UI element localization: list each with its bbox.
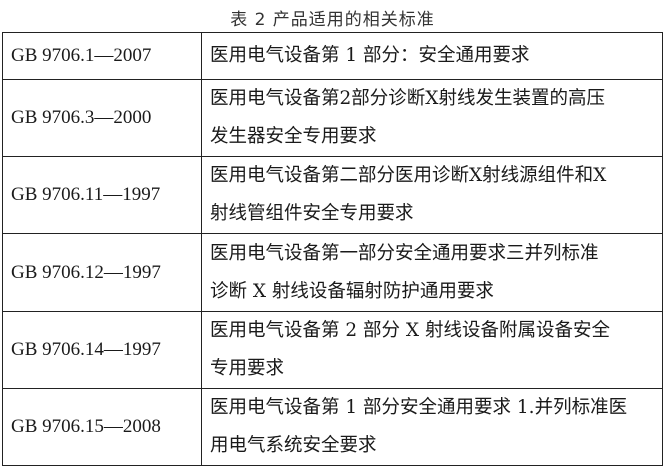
description-line: 医用电气设备第 1 部分安全通用要求 1.并列标准医	[210, 397, 628, 418]
description-line: 医用电气设备第 1 部分：安全通用要求	[210, 45, 530, 66]
description-line: 医用电气设备第一部分安全通用要求三并列标准	[210, 242, 599, 264]
standard-code: GB 9706.11—1997	[2, 156, 202, 234]
table-row: GB 9706.12—1997 医用电气设备第一部分安全通用要求三并列标准 诊断 X…	[2, 233, 663, 312]
description-line: 用电气系统安全要求	[210, 435, 377, 456]
standard-description: 医用电气设备第 1 部分：安全通用要求	[201, 32, 663, 80]
standard-code: GB 9706.15—2008	[2, 388, 202, 466]
standard-code: GB 9706.14—1997	[2, 311, 202, 389]
table-row: GB 9706.14—1997 医用电气设备第 2 部分 X 射线设备附属设备安全…	[2, 311, 663, 389]
description-line: 发生器安全专用要求	[210, 126, 377, 147]
description-line: 医用电气设备第2部分诊断X射线发生装置的高压	[210, 88, 605, 109]
description-line: 诊断 X 射线设备辐射防护通用要求	[210, 280, 494, 302]
table-row: GB 9706.15—2008 医用电气设备第 1 部分安全通用要求 1.并列标准…	[2, 388, 663, 466]
standards-table: GB 9706.1—2007 医用电气设备第 1 部分：安全通用要求 GB 9706…	[2, 32, 663, 466]
table-row: GB 9706.1—2007 医用电气设备第 1 部分：安全通用要求	[2, 32, 663, 80]
standard-description: 医用电气设备第二部分医用诊断X射线源组件和X 射线管组件安全专用要求	[201, 156, 663, 234]
standard-description: 医用电气设备第2部分诊断X射线发生装置的高压 发生器安全专用要求	[201, 79, 663, 157]
description-line: 专用要求	[210, 358, 285, 379]
standard-description: 医用电气设备第 2 部分 X 射线设备附属设备安全 专用要求	[201, 311, 663, 389]
standard-description: 医用电气设备第 1 部分安全通用要求 1.并列标准医 用电气系统安全要求	[201, 388, 663, 466]
standard-code: GB 9706.3—2000	[2, 79, 202, 157]
standard-code: GB 9706.12—1997	[2, 233, 202, 312]
table-row: GB 9706.11—1997 医用电气设备第二部分医用诊断X射线源组件和X 射线管…	[2, 156, 663, 234]
description-line: 射线管组件安全专用要求	[210, 203, 414, 224]
description-line: 医用电气设备第 2 部分 X 射线设备附属设备安全	[210, 320, 610, 341]
description-line: 医用电气设备第二部分医用诊断X射线源组件和X	[210, 165, 607, 186]
standard-code: GB 9706.1—2007	[2, 32, 202, 80]
table-caption: 表 2 产品适用的相关标准	[230, 10, 435, 30]
table-row: GB 9706.3—2000 医用电气设备第2部分诊断X射线发生装置的高压 发生器安…	[2, 79, 663, 157]
standard-description: 医用电气设备第一部分安全通用要求三并列标准 诊断 X 射线设备辐射防护通用要求	[201, 233, 663, 312]
